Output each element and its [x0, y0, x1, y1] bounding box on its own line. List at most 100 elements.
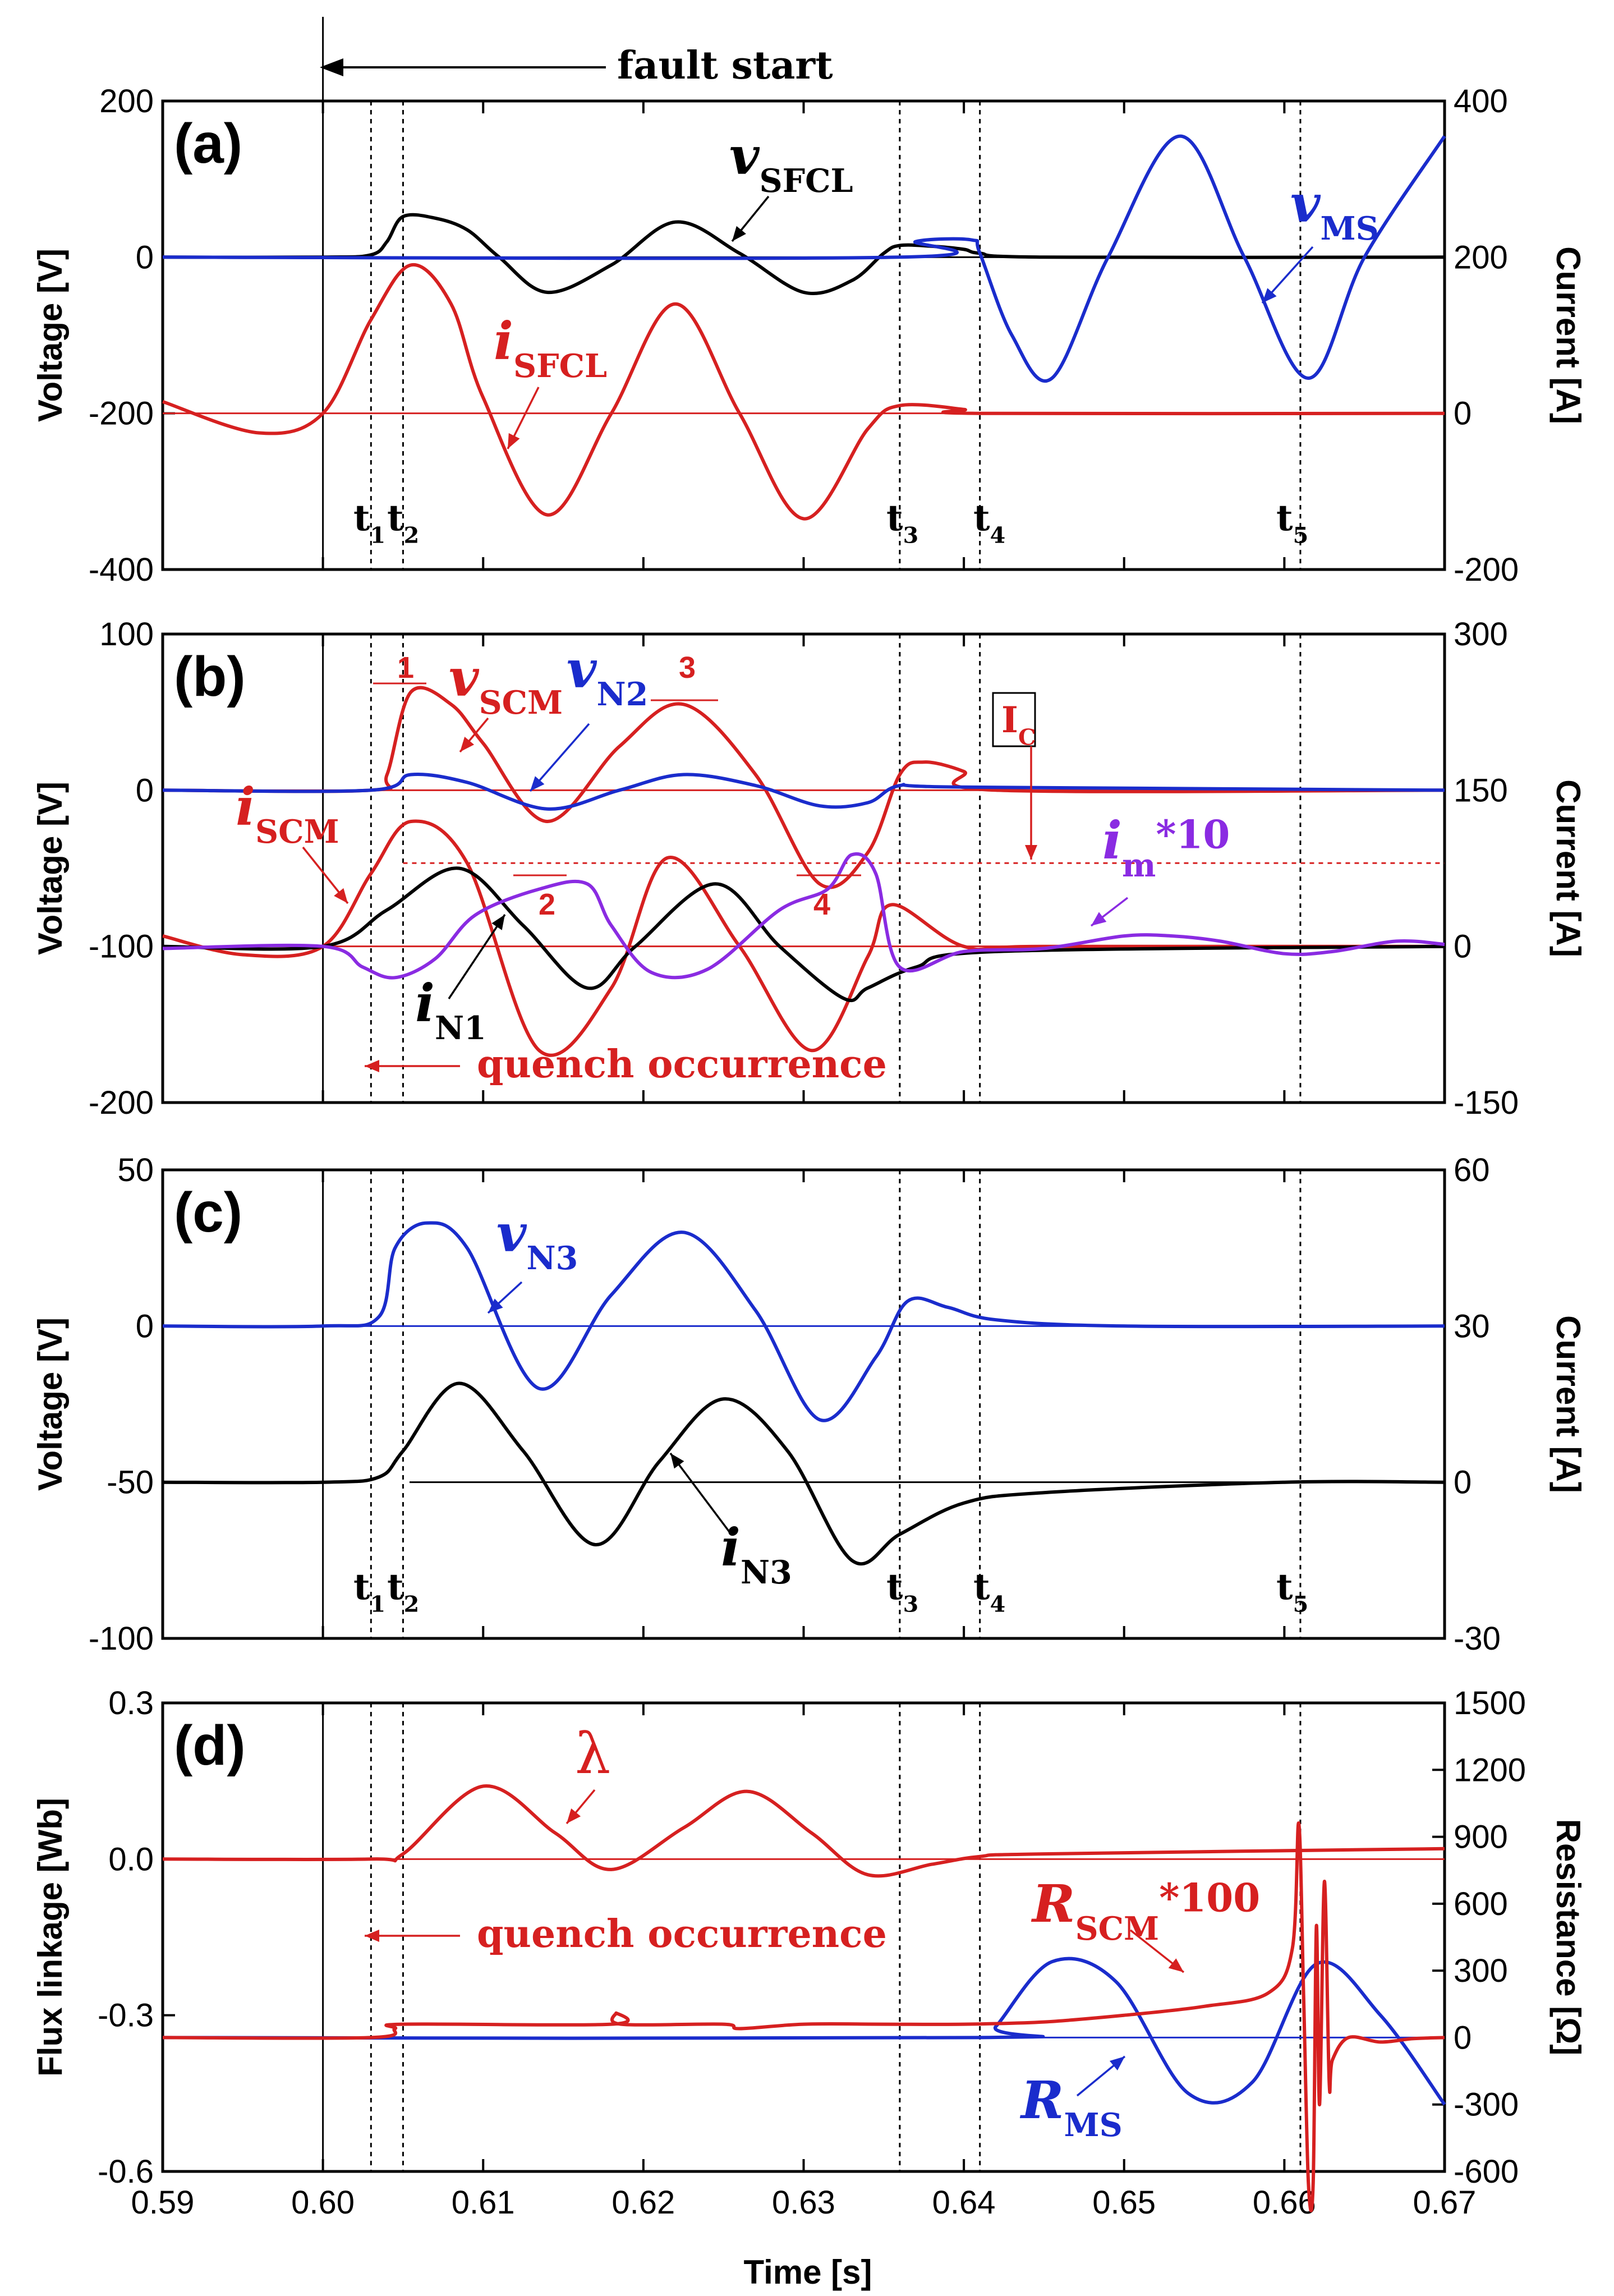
arrow-i-m-head — [1091, 912, 1107, 926]
label-i-n3: iN3 — [721, 1517, 792, 1591]
panel-a-series-v-ms — [162, 134, 1446, 383]
label-ic: IC — [1001, 699, 1036, 750]
panel-d-ylabel-left: Flux linkage [Wb] — [31, 1798, 69, 2077]
panel-d-ytick-right-label: 900 — [1454, 1819, 1508, 1856]
label-i-n1: iN1 — [415, 973, 486, 1047]
panel-d-xtick-label: 0.62 — [611, 2184, 675, 2221]
arrow-i-n3-head — [670, 1453, 684, 1469]
fault-start-label: fault start — [617, 43, 833, 88]
panel-b-ytick-left-label: -100 — [89, 929, 154, 965]
label-i-sfcl: iSFCL — [494, 311, 607, 385]
panel-c-ytick-left-label: 50 — [117, 1152, 154, 1188]
arrow-i-scm-head — [334, 888, 348, 903]
panel-b-ytick-right-label: 300 — [1454, 616, 1508, 653]
figure-annotations: fault start Time [s] — [320, 43, 872, 2291]
panel-c-event-marker: t2 — [387, 1566, 419, 1617]
panel-d-xtick-label: 0.60 — [291, 2184, 355, 2221]
panel-d-ytick-right-label: -600 — [1454, 2153, 1519, 2190]
panel-b-frame — [161, 632, 1446, 1104]
arrow-v-n2-head — [530, 776, 545, 791]
panel-d-ytick-right-label: 300 — [1454, 1953, 1508, 1989]
panel-c-series-i-n3 — [162, 1381, 1445, 1566]
label-v-ms: vMS — [1290, 173, 1379, 247]
panel-c-ytick-right-label: 0 — [1454, 1464, 1472, 1501]
panel-b-series-v-n2 — [162, 773, 1445, 811]
peak-label: 1 — [397, 651, 414, 685]
panel-d-series-r-scm-100 — [162, 1821, 1445, 2212]
arrow-lambda-head — [567, 1808, 581, 1824]
arrow-r-scm-head — [1168, 1958, 1184, 1972]
panel-a-event-marker: t4 — [973, 497, 1005, 548]
panel-a-ytick-right-label: 0 — [1454, 396, 1472, 432]
arrow-quench-d-head — [365, 1930, 379, 1942]
panel-c-label: (c) — [174, 1181, 242, 1244]
panel-b-ytick-right-label: -150 — [1454, 1085, 1519, 1121]
panel-d-series-lambda — [162, 1784, 1445, 1878]
panel-c-event-marker: t1 — [353, 1566, 385, 1617]
panel-d-xtick-label: 0.59 — [131, 2184, 195, 2221]
panel-d-ytick-right-label: 1500 — [1454, 1685, 1526, 1721]
label-i-m: im*10 — [1102, 810, 1230, 884]
panel-d-ytick-left-label: 0.3 — [108, 1685, 154, 1721]
panel-a-ytick-left-label: -400 — [89, 552, 154, 588]
arrow-quench-b-head — [365, 1060, 379, 1072]
arrow-i-n1-head — [491, 915, 505, 930]
panel-b-series-v-scm — [162, 686, 1445, 889]
panel-c-ylabel-left: Voltage [V] — [31, 1317, 69, 1491]
arrow-v-sfcl-head — [732, 226, 746, 241]
label-i-scm: iSCM — [236, 777, 339, 851]
arrow-i-n3-line — [669, 1452, 730, 1533]
panel-a-series-i-sfcl — [162, 263, 1445, 521]
panel-c-ytick-left-label: -100 — [89, 1620, 154, 1657]
panel-d-xtick-label: 0.61 — [452, 2184, 515, 2221]
panel-a-event-marker: t5 — [1276, 497, 1308, 548]
panel-c-ylabel-right: Current [A] — [1549, 1315, 1587, 1493]
panel-a-ytick-left-label: -200 — [89, 396, 154, 432]
panel-d-xtick-label: 0.65 — [1092, 2184, 1156, 2221]
panel-d-ytick-right-label: 600 — [1454, 1886, 1508, 1922]
arrow-i-sfcl-head — [508, 433, 520, 449]
panel-c-ytick-right-label: 60 — [1454, 1152, 1490, 1188]
panel-b-ytick-left-label: -200 — [89, 1085, 154, 1121]
panel-c-ytick-right-label: 30 — [1454, 1308, 1490, 1344]
panel-a-series-v-sfcl — [162, 213, 1445, 296]
arrow-r-ms-head — [1109, 2056, 1125, 2071]
label-v-n3: vN3 — [496, 1203, 578, 1277]
fault-arrow-head — [320, 58, 343, 76]
label-r-scm: RSCM*100 — [1031, 1873, 1260, 1948]
panel-b-ylabel-left: Voltage [V] — [31, 782, 69, 955]
panel-c-event-marker: t4 — [973, 1566, 1005, 1617]
panel-a-ylabel-left: Voltage [V] — [31, 249, 69, 422]
panel-a-event-marker: t1 — [353, 497, 385, 548]
panel-d-ytick-right-label: 0 — [1454, 2019, 1472, 2056]
panel-d-series-r-ms — [162, 1957, 1446, 2106]
label-lambda: λ — [575, 1721, 610, 1787]
panel-c-series-v-n3 — [162, 1221, 1445, 1422]
panel-a-event-marker: t2 — [387, 497, 419, 548]
panel-c-event-marker: t5 — [1276, 1566, 1308, 1617]
panel-d-ytick-left-label: -0.6 — [98, 2153, 154, 2190]
peak-label: 3 — [679, 651, 696, 685]
panel-a-ytick-right-label: 400 — [1454, 83, 1508, 120]
panel-a-ytick-left-label: 0 — [136, 239, 154, 275]
panel-c-event-marker: t3 — [886, 1566, 918, 1617]
ic-box — [992, 692, 1036, 747]
panel-b-ytick-left-label: 0 — [136, 772, 154, 809]
arrow-v-ms-head — [1262, 288, 1277, 303]
panel-d-ylabel-right: Resistance [Ω] — [1549, 1819, 1587, 2056]
panel-b-series-i-m-10 — [162, 852, 1445, 980]
panel-d-xtick-label: 0.67 — [1413, 2184, 1477, 2221]
panel-a-label: (a) — [174, 112, 242, 175]
panel-d-ytick-right-label: -300 — [1454, 2087, 1519, 2123]
arrow-v-n2-line — [529, 723, 590, 792]
arrow-ic-head — [1025, 845, 1037, 860]
label-r-ms: RMS — [1019, 2070, 1123, 2144]
arrow-v-scm-head — [460, 736, 475, 752]
panel-a-ytick-right-label: -200 — [1454, 552, 1519, 588]
peak-label: 2 — [539, 888, 555, 921]
panel-a-event-marker: t3 — [886, 497, 918, 548]
panel-a-ytick-right-label: 200 — [1454, 239, 1508, 275]
panel-d-label: (d) — [174, 1714, 246, 1777]
